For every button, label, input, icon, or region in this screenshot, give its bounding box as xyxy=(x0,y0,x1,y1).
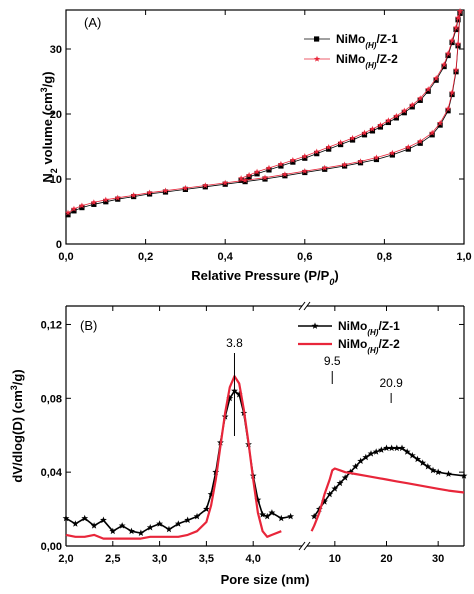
legend-marker xyxy=(314,36,319,41)
series-line xyxy=(312,469,464,532)
panel-a-label: (A) xyxy=(84,15,101,30)
data-point xyxy=(278,515,285,522)
peak-annotation: 20.9 xyxy=(379,376,403,403)
panel-a-x-ticks: 0,0 0,2 0,4 0,6 0,8 1,0 xyxy=(58,10,471,263)
x-tick-label: 3,5 xyxy=(199,553,214,565)
panel-b-series xyxy=(63,376,468,538)
peak-label: 9.5 xyxy=(324,354,341,368)
x-tick-label: 4,0 xyxy=(246,553,261,565)
peak-label: 3.8 xyxy=(226,336,243,350)
x-tick-label: 2,0 xyxy=(58,553,73,565)
legend-marker xyxy=(312,322,319,329)
series-line xyxy=(66,376,281,538)
peak-annotation: 9.5 xyxy=(324,354,341,384)
panel-b-y-axis-label: dV/dlog(D) (cm3/g) xyxy=(9,369,25,482)
panel-b-pore-size-chart: (B) 0,00 0,04 0,08 0,12 2,0 2,5 3,0 3,5 4,0 10 20… xyxy=(9,302,467,587)
panel-a-isotherm-chart: (A) 0102030 0,0 0,2 0,4 0,6 0,8 1,0 NiMo(H)/Z… xyxy=(39,8,472,287)
legend-entry: NiMo(H)/Z-1 xyxy=(304,32,398,50)
data-point xyxy=(72,520,79,527)
series-nimo-h-z-1 xyxy=(63,387,468,536)
data-point xyxy=(137,529,144,536)
legend-label: NiMo(H)/Z-1 xyxy=(336,32,398,50)
legend-label: NiMo(H)/Z-2 xyxy=(336,52,398,70)
legend-entry: NiMo(H)/Z-2 xyxy=(304,52,398,70)
panel-a-legend: NiMo(H)/Z-1 NiMo(H)/Z-2 xyxy=(304,32,398,70)
y-tick-label: 0,04 xyxy=(41,467,63,479)
x-tick-label: 20 xyxy=(380,553,392,565)
legend-entry: NiMo(H)/Z-2 xyxy=(298,337,400,355)
x-tick-label: 0,8 xyxy=(377,251,392,263)
data-point xyxy=(388,445,395,452)
panel-b-x-axis-label: Pore size (nm) xyxy=(221,572,310,587)
y-tick-label: 0,00 xyxy=(41,541,62,553)
x-tick-label: 0,0 xyxy=(58,251,73,263)
panel-a-x-axis-label: Relative Pressure (P/P0) xyxy=(191,268,338,287)
legend-label: NiMo(H)/Z-1 xyxy=(338,319,400,337)
data-point xyxy=(184,517,191,524)
panel-b-plot-frame xyxy=(66,302,464,550)
y-tick-label: 0,08 xyxy=(41,393,62,405)
data-point xyxy=(393,445,400,452)
adsorption-line xyxy=(68,11,460,213)
adsorption-line xyxy=(68,13,460,215)
legend-entry: NiMo(H)/Z-1 xyxy=(298,319,400,337)
data-point xyxy=(166,526,173,533)
x-tick-label: 3,0 xyxy=(152,553,167,565)
data-point xyxy=(445,470,452,477)
x-tick-label: 0,2 xyxy=(138,251,153,263)
panel-a-y-ticks: 0 10 20 30 xyxy=(50,44,464,251)
legend-label: NiMo(H)/Z-2 xyxy=(338,337,400,355)
panel-b-y-ticks: 0,00 0,04 0,08 0,12 xyxy=(41,319,464,553)
y-tick-label: 0,12 xyxy=(41,319,62,331)
series-line xyxy=(314,448,464,516)
y-tick-label: 30 xyxy=(50,44,62,56)
x-tick-label: 10 xyxy=(329,553,341,565)
panel-a-series xyxy=(65,8,463,217)
y-tick-label: 0 xyxy=(56,239,62,251)
peak-label: 20.9 xyxy=(379,376,403,390)
data-point xyxy=(128,528,135,535)
x-tick-label: 1,0 xyxy=(456,251,471,263)
x-tick-label: 0,6 xyxy=(297,251,312,263)
x-tick-label: 30 xyxy=(432,553,444,565)
legend-marker xyxy=(314,56,320,62)
data-point xyxy=(287,513,294,520)
data-point xyxy=(259,511,266,518)
series-nimo-h-z-1 xyxy=(65,11,462,218)
series-nimo-h-z-2 xyxy=(65,8,463,215)
panel-b-label: (B) xyxy=(80,318,97,333)
panel-a-y-axis-label: N2 volume (cm3/g) xyxy=(39,71,59,182)
panel-a-plot-frame xyxy=(66,10,464,244)
x-tick-label: 0,4 xyxy=(218,251,234,263)
x-tick-label: 2,5 xyxy=(105,553,120,565)
data-point xyxy=(383,445,390,452)
